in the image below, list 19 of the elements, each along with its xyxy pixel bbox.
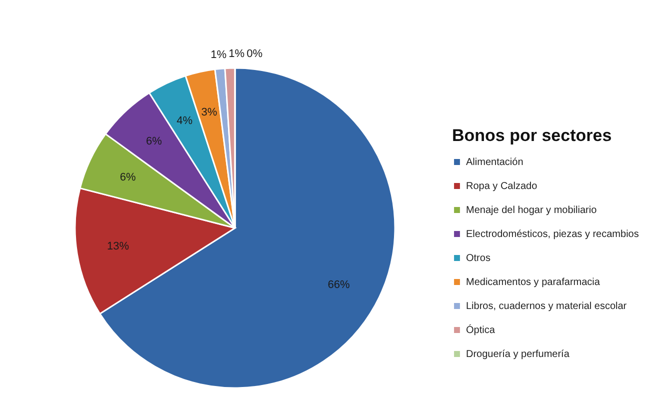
legend-label: Ropa y Calzado [466,181,538,192]
data-label: 13% [107,240,130,253]
legend-label: Óptica [466,324,496,336]
data-label: 4% [176,114,193,127]
legend-label: Electrodomésticos, piezas y recambios [466,229,639,240]
data-label: 66% [328,279,350,292]
legend-label: Otros [466,253,490,264]
legend-label: Menaje del hogar y mobiliario [466,205,598,216]
legend-label: Droguería y perfumería [466,349,570,360]
legend-title: Bonos por sectores [452,126,612,145]
legend-label: Libros, cuadernos y material escolar [466,301,628,312]
data-label: 1% [228,48,245,60]
data-label: 6% [146,136,162,148]
data-label: 6% [120,172,136,184]
legend-label: Alimentación [466,157,524,168]
legend-label: Medicamentos y parafarmacia [466,277,600,288]
data-label: 3% [201,106,218,118]
data-label: 1% [210,48,227,61]
text: 0% [246,48,263,60]
